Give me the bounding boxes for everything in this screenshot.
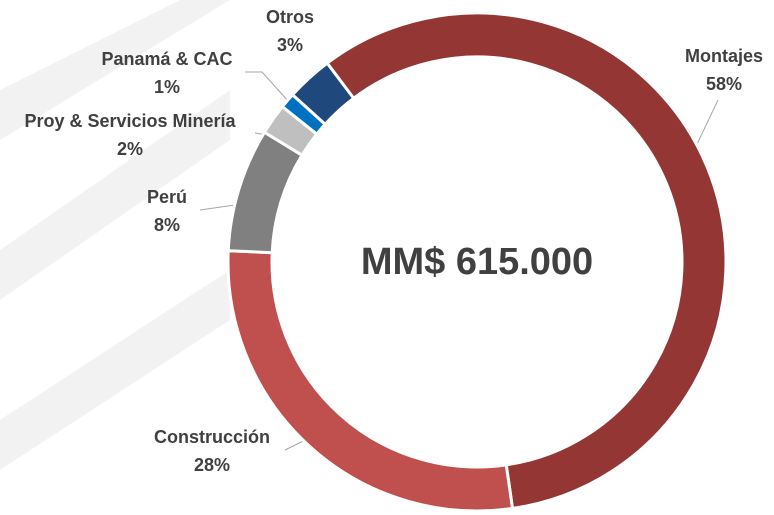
segment-label: Construcción — [154, 427, 270, 447]
segment-value-label: 8% — [154, 215, 180, 235]
donut-segment — [226, 130, 305, 255]
segment-value-label: 2% — [117, 139, 143, 159]
segment-value-label: 1% — [154, 77, 180, 97]
background-stripes — [0, 0, 230, 470]
segment-label: Montajes — [685, 46, 763, 66]
donut-segment — [290, 61, 356, 127]
segment-label: Otros — [266, 7, 314, 27]
segment-value-label: 3% — [277, 35, 303, 55]
center-label: MM$ 615.000 — [361, 241, 593, 283]
segment-label: Panamá & CAC — [101, 49, 232, 69]
segment-value-label: 58% — [706, 74, 742, 94]
donut-segment — [325, 11, 728, 511]
donut-segment — [226, 249, 515, 513]
segment-value-label: 28% — [194, 455, 230, 475]
segment-label: Perú — [147, 187, 187, 207]
segment-label: Proy & Servicios Minería — [24, 111, 236, 131]
